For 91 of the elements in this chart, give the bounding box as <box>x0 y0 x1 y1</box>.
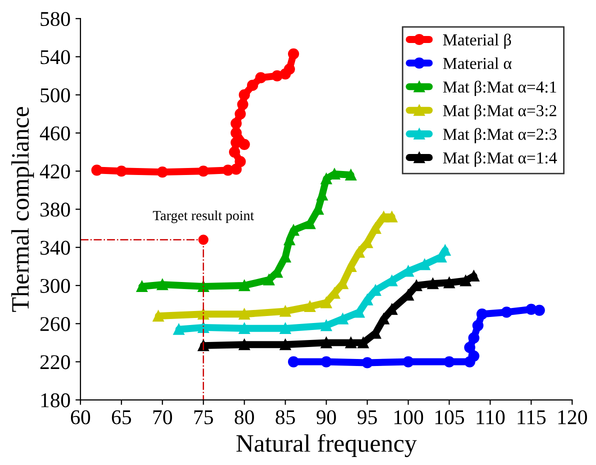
point <box>255 72 266 84</box>
y-axis-title: Thermal compliance <box>11 107 34 312</box>
point <box>230 127 242 139</box>
point <box>247 80 258 91</box>
point <box>116 166 127 177</box>
x-tick-label: 95 <box>358 410 377 424</box>
x-tick-label: 80 <box>234 410 254 424</box>
point <box>304 218 316 230</box>
point <box>320 337 332 348</box>
legend-label: Mat β:Mat α=4:1 <box>443 80 556 96</box>
point <box>230 118 242 130</box>
x-tick-label: 100 <box>394 410 424 424</box>
x-tick-label: 85 <box>276 410 295 424</box>
point <box>362 357 373 368</box>
point <box>345 169 356 180</box>
legend-label: Mat β:Mat α=2:3 <box>443 128 557 144</box>
x-tick-label: 65 <box>112 410 132 424</box>
point <box>156 166 168 178</box>
point <box>320 173 332 184</box>
point <box>354 306 365 318</box>
point <box>280 322 291 334</box>
x-tick-label: 70 <box>153 410 172 424</box>
x-tick-label: 75 <box>194 410 213 424</box>
point <box>476 308 488 320</box>
x-tick-label: 105 <box>435 410 464 424</box>
point <box>173 324 184 335</box>
point <box>228 146 240 158</box>
y-tick-label: 380 <box>40 202 70 217</box>
legend-label: Material α <box>443 57 512 70</box>
point <box>237 98 248 110</box>
point <box>198 166 209 177</box>
y-tick-label: 540 <box>40 50 70 64</box>
point <box>460 275 472 286</box>
point <box>427 278 438 290</box>
point <box>238 322 250 334</box>
point <box>419 258 430 270</box>
y-tick-label: 420 <box>40 164 70 179</box>
x-tick-label: 110 <box>476 410 505 424</box>
y-tick-label: 460 <box>40 126 70 140</box>
point <box>234 108 246 120</box>
point <box>91 164 102 176</box>
legend-label: Mat β:Mat α=1:4 <box>443 152 557 167</box>
point <box>288 48 300 60</box>
y-tick-label: 300 <box>40 278 70 293</box>
point <box>337 313 348 324</box>
point <box>284 64 295 75</box>
point <box>468 332 480 344</box>
point <box>280 306 291 317</box>
point <box>238 339 250 350</box>
y-tick-label: 180 <box>41 393 70 408</box>
point <box>136 280 148 292</box>
point <box>472 320 484 332</box>
y-tick-label: 260 <box>40 317 70 332</box>
y-tick-label: 340 <box>40 240 70 255</box>
x-tick-label: 90 <box>316 410 336 424</box>
point <box>288 224 300 236</box>
point <box>198 234 208 245</box>
y-tick-label: 220 <box>40 355 70 370</box>
y-tick-label: 580 <box>40 12 70 26</box>
point <box>152 310 164 322</box>
annotation: Target result point <box>152 210 254 224</box>
point <box>534 304 545 316</box>
x-axis-title: Natural frequency <box>236 434 417 458</box>
point <box>386 211 398 222</box>
point <box>320 320 332 332</box>
point <box>345 337 356 348</box>
point <box>501 306 512 318</box>
point <box>468 350 480 362</box>
point <box>288 356 300 368</box>
point <box>238 308 250 320</box>
legend-label: Mat β:Mat α=3:2 <box>443 104 556 120</box>
point <box>320 297 332 308</box>
point <box>320 356 332 368</box>
point <box>156 279 168 290</box>
point <box>234 156 246 168</box>
point <box>238 89 250 100</box>
point <box>444 356 455 368</box>
x-tick-label: 115 <box>518 410 546 424</box>
point <box>464 342 476 354</box>
point <box>238 138 250 150</box>
point <box>263 274 274 286</box>
x-tick-label: 120 <box>558 410 587 424</box>
point <box>358 337 369 348</box>
point <box>304 300 316 312</box>
point <box>444 277 455 288</box>
point <box>280 339 291 350</box>
legend-label: Material β <box>443 34 511 49</box>
x-tick-label: 60 <box>70 410 90 424</box>
point <box>402 356 414 368</box>
y-tick-label: 500 <box>40 88 70 102</box>
point <box>238 280 250 292</box>
